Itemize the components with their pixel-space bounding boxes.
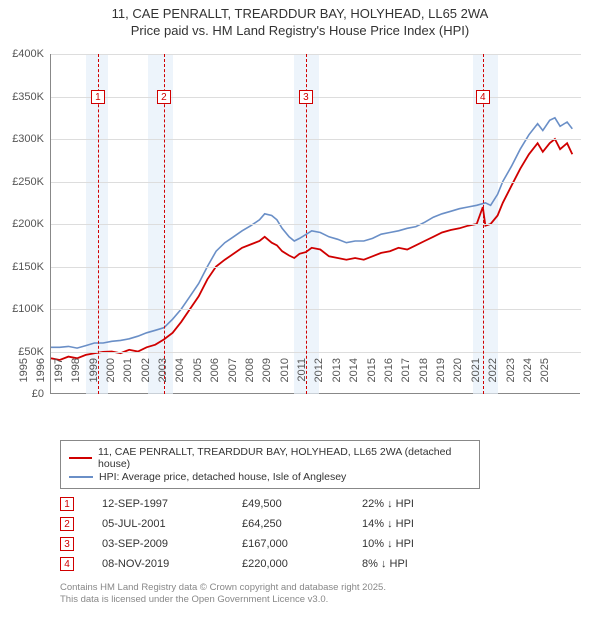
title-block: 11, CAE PENRALLT, TREARDDUR BAY, HOLYHEA… [0, 0, 600, 40]
title-line-1: 11, CAE PENRALLT, TREARDDUR BAY, HOLYHEA… [0, 6, 600, 23]
sales-row: 2 05-JUL-2001£64,25014% ↓ HPI [60, 514, 462, 534]
sales-row: 4 08-NOV-2019£220,0008% ↓ HPI [60, 554, 462, 574]
x-tick-label: 2006 [209, 358, 221, 398]
x-tick-label: 1998 [70, 358, 82, 398]
x-tick-label: 2014 [348, 358, 360, 398]
series-property [51, 139, 572, 360]
y-gridline [51, 309, 581, 310]
x-tick-label: 2017 [400, 358, 412, 398]
sales-price: £220,000 [242, 558, 362, 570]
event-marker-box: 1 [91, 90, 105, 104]
x-tick-label: 2005 [192, 358, 204, 398]
event-marker-box: 4 [476, 90, 490, 104]
legend-label: 11, CAE PENRALLT, TREARDDUR BAY, HOLYHEA… [98, 446, 471, 470]
sales-diff: 10% ↓ HPI [362, 538, 462, 550]
sales-marker: 2 [60, 517, 74, 531]
sales-date: 08-NOV-2019 [102, 558, 242, 570]
sales-date: 12-SEP-1997 [102, 498, 242, 510]
x-tick-label: 2019 [435, 358, 447, 398]
x-tick-label: 2012 [313, 358, 325, 398]
x-tick-label: 2015 [366, 358, 378, 398]
footer-line-1: Contains HM Land Registry data © Crown c… [60, 582, 386, 594]
sales-date: 03-SEP-2009 [102, 538, 242, 550]
y-gridline [51, 97, 581, 98]
event-marker-box: 3 [299, 90, 313, 104]
x-tick-label: 2007 [227, 358, 239, 398]
x-tick-label: 2024 [522, 358, 534, 398]
sales-table: 1 12-SEP-1997£49,50022% ↓ HPI 2 05-JUL-2001… [60, 494, 462, 574]
y-gridline [51, 182, 581, 183]
x-tick-label: 2023 [505, 358, 517, 398]
y-tick-label: £300K [0, 133, 44, 145]
x-tick-label: 2000 [105, 358, 117, 398]
sales-price: £49,500 [242, 498, 362, 510]
event-marker-line [98, 54, 99, 394]
x-tick-label: 1999 [88, 358, 100, 398]
event-marker-line [306, 54, 307, 394]
plot-area: 1 2 3 4 [50, 54, 580, 394]
legend: 11, CAE PENRALLT, TREARDDUR BAY, HOLYHEA… [60, 440, 480, 489]
x-tick-label: 2008 [244, 358, 256, 398]
legend-row: 11, CAE PENRALLT, TREARDDUR BAY, HOLYHEA… [69, 446, 471, 470]
x-tick-label: 2018 [418, 358, 430, 398]
x-tick-label: 2022 [487, 358, 499, 398]
y-tick-label: £200K [0, 218, 44, 230]
y-tick-label: £350K [0, 91, 44, 103]
y-tick-label: £250K [0, 176, 44, 188]
sales-date: 05-JUL-2001 [102, 518, 242, 530]
y-gridline [51, 139, 581, 140]
chart-area: 1234 £0£50K£100K£150K£200K£250K£300K£350… [50, 54, 580, 394]
footer-note: Contains HM Land Registry data © Crown c… [60, 582, 386, 607]
x-tick-label: 2020 [452, 358, 464, 398]
x-tick-label: 2009 [261, 358, 273, 398]
x-tick-label: 2011 [296, 358, 308, 398]
x-tick-label: 2002 [140, 358, 152, 398]
sales-row: 1 12-SEP-1997£49,50022% ↓ HPI [60, 494, 462, 514]
event-marker-line [164, 54, 165, 394]
y-gridline [51, 224, 581, 225]
x-tick-label: 1996 [35, 358, 47, 398]
legend-swatch [69, 457, 92, 459]
x-tick-label: 2013 [331, 358, 343, 398]
x-tick-label: 2010 [279, 358, 291, 398]
sales-price: £167,000 [242, 538, 362, 550]
x-tick-label: 2016 [383, 358, 395, 398]
sales-marker: 4 [60, 557, 74, 571]
legend-label: HPI: Average price, detached house, Isle… [99, 471, 346, 483]
legend-row: HPI: Average price, detached house, Isle… [69, 471, 471, 483]
series-hpi [51, 118, 572, 348]
sales-row: 3 03-SEP-2009£167,00010% ↓ HPI [60, 534, 462, 554]
y-gridline [51, 54, 581, 55]
event-marker-line [483, 54, 484, 394]
sales-diff: 22% ↓ HPI [362, 498, 462, 510]
x-tick-label: 2025 [539, 358, 551, 398]
x-tick-label: 2004 [174, 358, 186, 398]
y-tick-label: £150K [0, 261, 44, 273]
x-tick-label: 2003 [157, 358, 169, 398]
x-tick-label: 1997 [53, 358, 65, 398]
y-tick-label: £50K [0, 346, 44, 358]
sales-diff: 14% ↓ HPI [362, 518, 462, 530]
x-tick-label: 2021 [470, 358, 482, 398]
footer-line-2: This data is licensed under the Open Gov… [60, 594, 386, 606]
title-line-2: Price paid vs. HM Land Registry's House … [0, 23, 600, 40]
y-tick-label: £400K [0, 48, 44, 60]
y-gridline [51, 267, 581, 268]
sales-marker: 3 [60, 537, 74, 551]
sales-diff: 8% ↓ HPI [362, 558, 462, 570]
x-tick-label: 1995 [18, 358, 30, 398]
x-tick-label: 2001 [122, 358, 134, 398]
y-gridline [51, 352, 581, 353]
sales-marker: 1 [60, 497, 74, 511]
y-tick-label: £100K [0, 303, 44, 315]
chart-container: 11, CAE PENRALLT, TREARDDUR BAY, HOLYHEA… [0, 0, 600, 620]
legend-swatch [69, 476, 93, 478]
event-marker-box: 2 [157, 90, 171, 104]
sales-price: £64,250 [242, 518, 362, 530]
